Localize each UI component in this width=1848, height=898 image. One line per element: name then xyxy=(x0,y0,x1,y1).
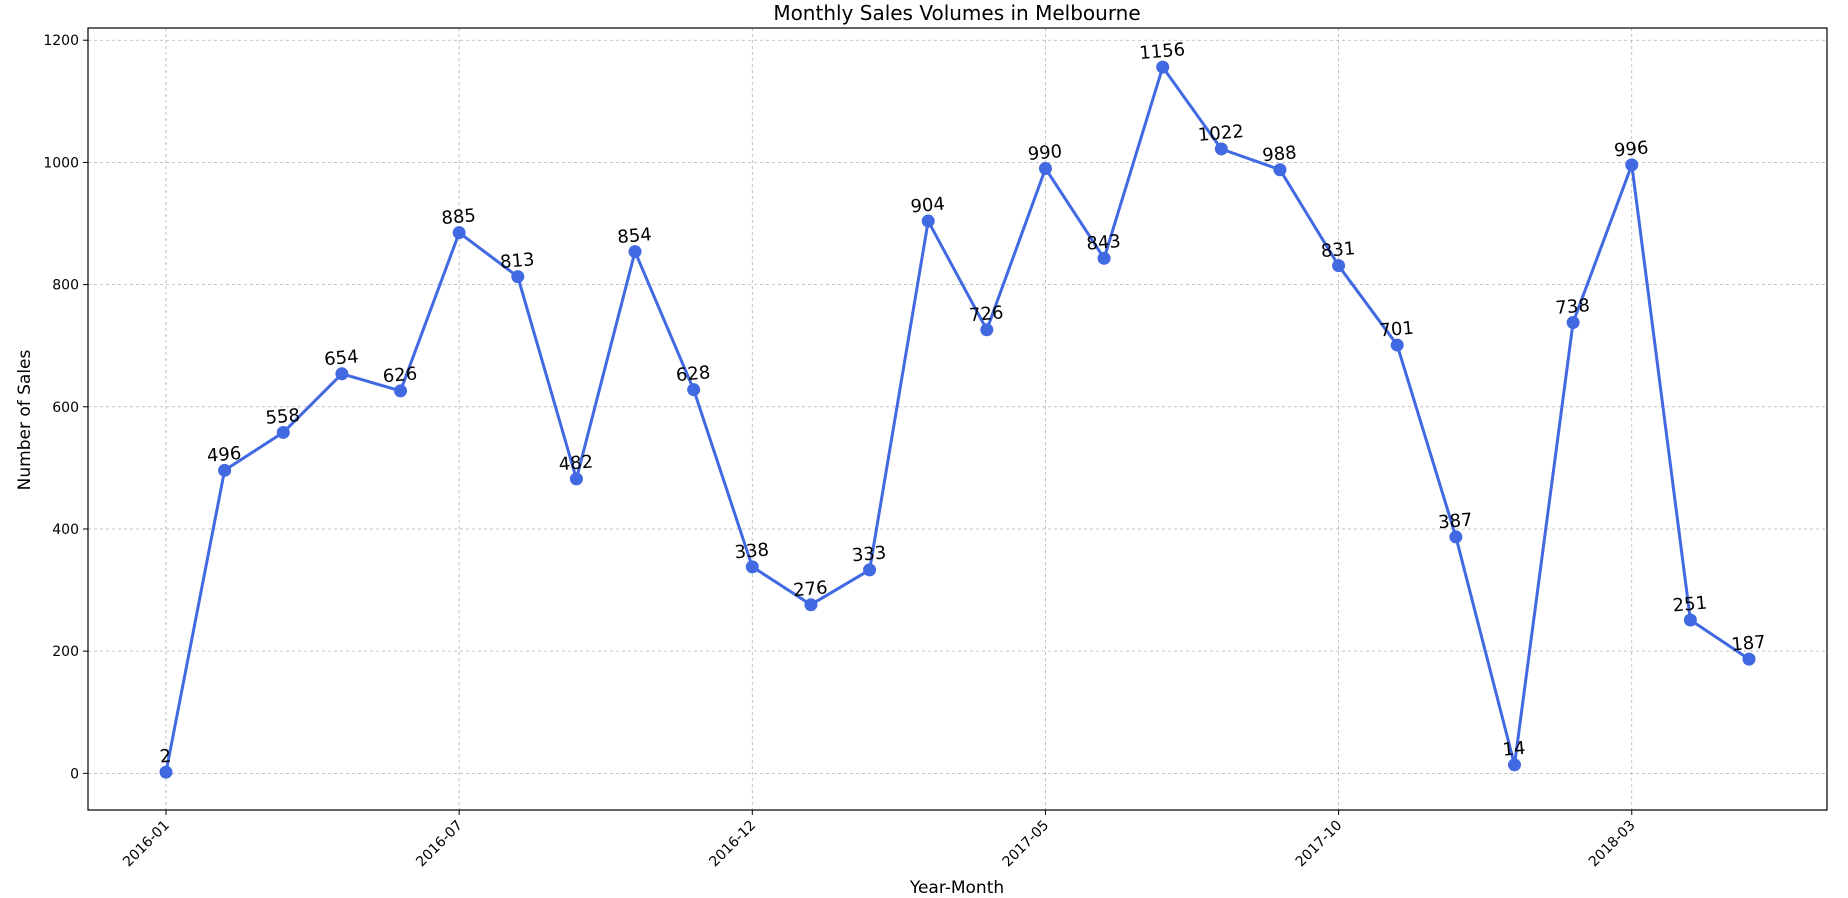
x-axis-label: Year-Month xyxy=(909,878,1004,898)
data-point xyxy=(1156,60,1170,74)
y-tick-label: 1000 xyxy=(43,155,79,171)
data-point xyxy=(218,463,232,477)
data-point xyxy=(1507,758,1521,772)
data-point xyxy=(804,598,818,612)
y-tick-label: 1200 xyxy=(43,33,79,49)
data-label: 831 xyxy=(1320,238,1356,262)
chart-title: Monthly Sales Volumes in Melbourne xyxy=(773,1,1140,25)
data-label: 996 xyxy=(1613,137,1649,161)
series-line xyxy=(164,65,1750,773)
data-point xyxy=(276,425,290,439)
data-label: 854 xyxy=(617,224,653,248)
plot-frame xyxy=(87,27,1828,811)
y-tick-label: 600 xyxy=(52,400,79,416)
y-axis-label: Number of Sales xyxy=(15,349,35,490)
data-label: 990 xyxy=(1027,141,1063,165)
data-point xyxy=(863,563,877,577)
data-point xyxy=(1683,613,1697,627)
data-label: 558 xyxy=(265,405,301,429)
data-point xyxy=(394,384,408,398)
data-point xyxy=(1097,251,1111,265)
data-label: 904 xyxy=(910,194,946,218)
data-label: 496 xyxy=(206,443,242,467)
data-point xyxy=(569,472,583,486)
data-point xyxy=(1449,530,1463,544)
grid-layer xyxy=(88,28,1827,810)
data-label: 843 xyxy=(1086,231,1122,255)
data-point xyxy=(687,383,701,397)
data-label: 628 xyxy=(675,362,711,386)
data-point xyxy=(1625,158,1639,172)
data-label: 14 xyxy=(1502,738,1527,761)
data-point xyxy=(1214,142,1228,156)
data-point xyxy=(452,226,466,240)
data-point xyxy=(335,367,349,381)
data-label: 187 xyxy=(1731,632,1767,656)
data-label: 333 xyxy=(851,542,887,566)
data-labels-layer: 2 496 558 654 626 885 813 482 854 628 338 276 333 904… xyxy=(159,39,1767,767)
data-point xyxy=(1273,163,1287,177)
data-label: 726 xyxy=(968,302,1004,326)
y-tick-label: 400 xyxy=(52,522,79,538)
data-label: 701 xyxy=(1379,318,1415,342)
data-label: 738 xyxy=(1555,295,1591,319)
x-tick-label: 2016-01 xyxy=(120,818,173,871)
axes-layer: 0 200 400 600 800 1000 1200 2016-01 2016-07 2016-… xyxy=(43,27,1828,871)
data-label: 813 xyxy=(499,249,535,273)
data-point xyxy=(1332,259,1346,273)
x-tick-label: 2016-07 xyxy=(413,818,466,871)
data-label: 885 xyxy=(441,205,477,229)
data-label: 988 xyxy=(1261,142,1297,166)
y-tick-label: 200 xyxy=(52,644,79,660)
y-tick-label: 800 xyxy=(52,278,79,294)
data-label: 626 xyxy=(382,363,418,387)
data-point xyxy=(1566,315,1580,329)
x-tick-label: 2017-05 xyxy=(1000,818,1053,871)
data-point xyxy=(1742,652,1756,666)
y-tick-label: 0 xyxy=(70,766,79,782)
data-label: 2 xyxy=(159,746,172,768)
series-layer xyxy=(159,60,1756,779)
data-label: 338 xyxy=(734,539,770,563)
data-label: 1156 xyxy=(1138,39,1185,64)
data-point xyxy=(159,765,173,779)
data-point xyxy=(1390,338,1404,352)
data-label: 251 xyxy=(1672,593,1708,617)
data-point xyxy=(921,214,935,228)
x-tick-label: 2018-03 xyxy=(1586,818,1639,871)
x-tick-label: 2017-10 xyxy=(1293,818,1346,871)
data-point xyxy=(980,323,994,337)
data-point xyxy=(511,270,525,284)
data-point xyxy=(745,560,759,574)
data-label: 482 xyxy=(558,451,594,475)
data-label: 1022 xyxy=(1197,121,1244,146)
data-label: 654 xyxy=(323,346,359,370)
data-point xyxy=(1038,162,1052,176)
data-label: 276 xyxy=(792,577,828,601)
x-tick-label: 2016-12 xyxy=(706,818,759,871)
data-point xyxy=(628,245,642,259)
data-label: 387 xyxy=(1437,509,1473,533)
